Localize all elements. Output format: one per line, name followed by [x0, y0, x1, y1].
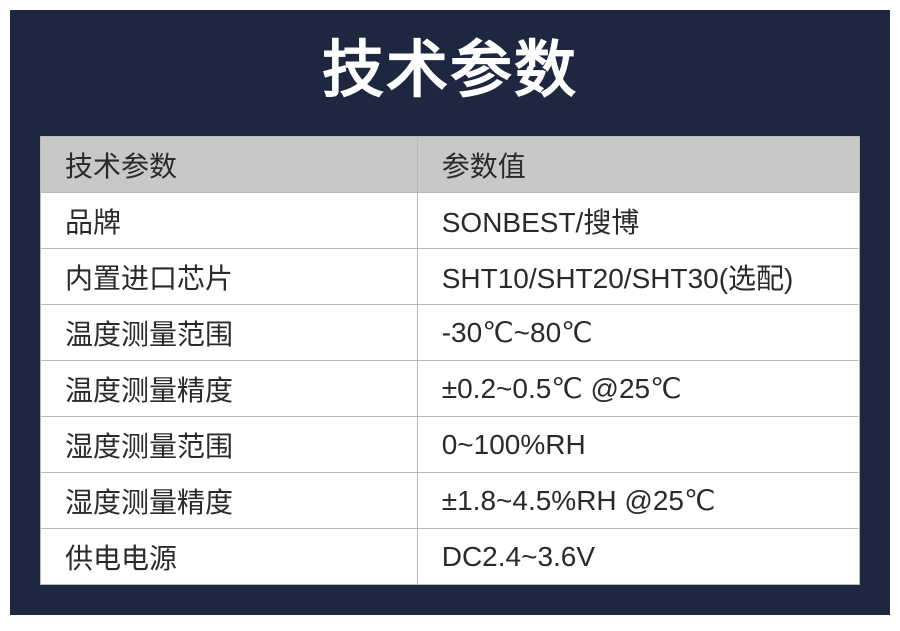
cell-key: 湿度测量精度 [41, 473, 418, 529]
cell-value: SONBEST/搜博 [417, 193, 859, 249]
cell-key: 温度测量精度 [41, 361, 418, 417]
cell-value: DC2.4~3.6V [417, 529, 859, 585]
cell-key: 温度测量范围 [41, 305, 418, 361]
table-row: 湿度测量精度 ±1.8~4.5%RH @25℃ [41, 473, 860, 529]
cell-key: 供电电源 [41, 529, 418, 585]
table-header-row: 技术参数 参数值 [41, 137, 860, 193]
cell-key: 品牌 [41, 193, 418, 249]
cell-value: 0~100%RH [417, 417, 859, 473]
header-param-value: 参数值 [417, 137, 859, 193]
cell-key: 内置进口芯片 [41, 249, 418, 305]
spec-table: 技术参数 参数值 品牌 SONBEST/搜博 内置进口芯片 SHT10/SHT2… [40, 136, 860, 585]
cell-key: 湿度测量范围 [41, 417, 418, 473]
table-row: 温度测量精度 ±0.2~0.5℃ @25℃ [41, 361, 860, 417]
cell-value: -30℃~80℃ [417, 305, 859, 361]
header-param-name: 技术参数 [41, 137, 418, 193]
table-row: 湿度测量范围 0~100%RH [41, 417, 860, 473]
table-row: 品牌 SONBEST/搜博 [41, 193, 860, 249]
table-row: 供电电源 DC2.4~3.6V [41, 529, 860, 585]
cell-value: ±0.2~0.5℃ @25℃ [417, 361, 859, 417]
table-row: 温度测量范围 -30℃~80℃ [41, 305, 860, 361]
table-row: 内置进口芯片 SHT10/SHT20/SHT30(选配) [41, 249, 860, 305]
cell-value: SHT10/SHT20/SHT30(选配) [417, 249, 859, 305]
cell-value: ±1.8~4.5%RH @25℃ [417, 473, 859, 529]
panel-title: 技术参数 [10, 10, 890, 136]
spec-panel: 技术参数 技术参数 参数值 品牌 SONBEST/搜博 内置进口芯片 SHT10… [10, 10, 890, 615]
